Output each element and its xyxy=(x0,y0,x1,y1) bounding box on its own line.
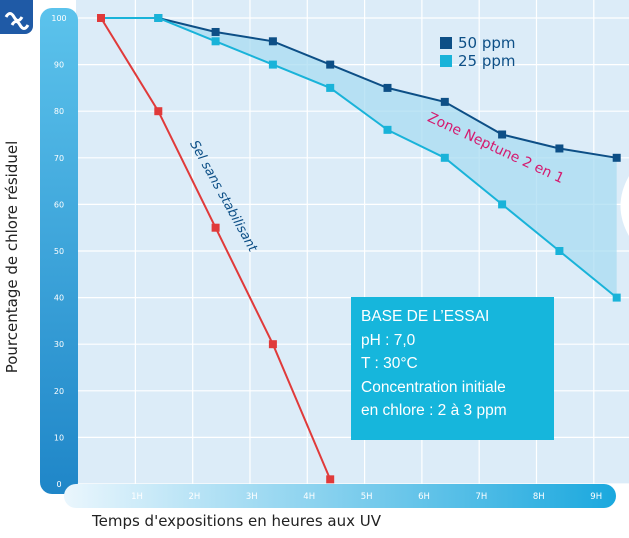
y-tick-label: 40 xyxy=(54,294,64,303)
legend: 50 ppm 25 ppm xyxy=(440,34,516,70)
zone-neptune-area xyxy=(101,18,617,298)
x-tick-label: 5H xyxy=(361,492,373,502)
data-point-sel-sans-stabilisant xyxy=(154,107,163,116)
series-lines xyxy=(97,14,621,484)
data-point-sel-sans-stabilisant xyxy=(268,340,277,349)
data-point-25-ppm xyxy=(383,125,392,134)
x-tick-label: 6H xyxy=(418,492,430,502)
info-line: pH : 7,0 xyxy=(361,331,416,349)
data-point-25-ppm xyxy=(612,293,621,302)
y-tick-label: 80 xyxy=(54,107,64,116)
data-point-50-ppm xyxy=(211,27,220,36)
data-point-25-ppm xyxy=(555,247,564,255)
data-point-50-ppm xyxy=(268,37,277,46)
data-point-50-ppm xyxy=(498,130,507,139)
series-line-25-ppm xyxy=(101,17,618,299)
data-point-50-ppm xyxy=(383,83,392,92)
y-tick-labels: 0 10 20 30 40 50 60 70 80 90 100 xyxy=(51,14,66,489)
info-line: en chlore : 2 à 3 ppm xyxy=(361,402,507,419)
info-line: BASE DE L’ESSAI xyxy=(361,308,490,325)
legend-label-25ppm: 25 ppm xyxy=(458,52,516,70)
data-point-sel-sans-stabilisant xyxy=(326,475,335,484)
data-point-50-ppm xyxy=(440,97,449,106)
data-point-25-ppm xyxy=(211,37,220,46)
data-point-25-ppm xyxy=(154,14,163,22)
x-tick-label: 9H xyxy=(590,492,602,502)
x-tick-label: 7H xyxy=(475,492,487,502)
data-point-50-ppm xyxy=(326,60,335,69)
x-tick-label: 3H xyxy=(246,492,258,502)
y-tick-label: 0 xyxy=(56,480,61,489)
x-axis-strip xyxy=(64,484,616,508)
y-tick-label: 70 xyxy=(54,154,64,163)
data-point-sel-sans-stabilisant xyxy=(97,14,105,22)
series-line-50-ppm xyxy=(101,17,617,159)
y-tick-label: 10 xyxy=(54,433,64,442)
info-line: T : 30°C xyxy=(361,355,418,372)
info-line: Concentration initiale xyxy=(361,378,506,396)
y-tick-label: 90 xyxy=(54,61,64,70)
test-conditions-box: BASE DE L’ESSAI pH : 7,0 T : 30°C Concen… xyxy=(351,297,554,440)
data-point-25-ppm xyxy=(440,153,449,162)
legend-swatch-50ppm xyxy=(440,37,452,49)
legend-item-50ppm: 50 ppm xyxy=(440,34,516,52)
x-tick-label: 1H xyxy=(131,492,143,502)
wave-icon xyxy=(4,12,30,30)
data-point-25-ppm xyxy=(268,60,277,69)
y-tick-label: 50 xyxy=(54,247,64,256)
x-tick-label: 4H xyxy=(303,492,315,502)
legend-swatch-25ppm xyxy=(440,55,452,67)
y-tick-label: 100 xyxy=(51,14,66,23)
legend-item-25ppm: 25 ppm xyxy=(440,52,516,70)
y-axis-title: Pourcentage de chlore résiduel xyxy=(3,141,21,374)
y-axis-strip xyxy=(40,8,78,494)
right-edge-curve xyxy=(620,176,629,236)
y-tick-label: 20 xyxy=(54,387,64,396)
data-point-sel-sans-stabilisant xyxy=(211,223,220,232)
x-tick-labels: 1H 2H 3H 4H 5H 6H 7H 8H 9H xyxy=(131,492,602,502)
data-point-25-ppm xyxy=(326,83,335,92)
legend-label-50ppm: 50 ppm xyxy=(458,34,516,52)
x-tick-label: 2H xyxy=(188,492,200,502)
x-axis-title: Temps d'expositions en heures aux UV xyxy=(92,512,382,530)
data-point-50-ppm xyxy=(555,144,564,153)
brand-logo xyxy=(0,0,33,34)
x-tick-label: 8H xyxy=(533,492,545,502)
y-tick-label: 30 xyxy=(54,340,64,349)
data-point-25-ppm xyxy=(498,200,507,209)
y-tick-label: 60 xyxy=(54,200,64,209)
data-point-50-ppm xyxy=(612,153,621,162)
